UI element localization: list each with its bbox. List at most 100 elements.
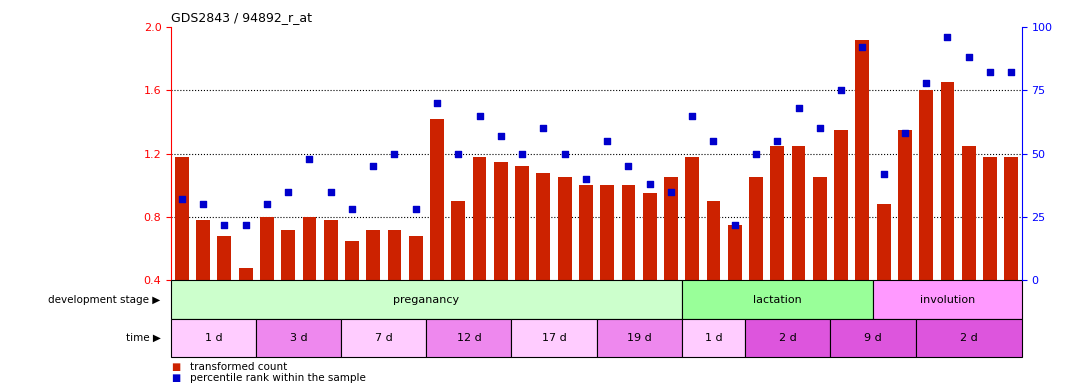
Text: development stage ▶: development stage ▶ — [48, 295, 160, 305]
Bar — [597, 319, 682, 357]
Bar — [430, 119, 444, 280]
Bar — [706, 201, 720, 280]
Point — [854, 44, 871, 50]
Point — [897, 130, 914, 136]
Point — [768, 138, 785, 144]
Point — [641, 181, 658, 187]
Point — [238, 222, 255, 228]
Text: 3 d: 3 d — [290, 333, 307, 343]
Bar — [622, 185, 636, 280]
Bar — [196, 220, 210, 280]
Bar — [792, 146, 806, 280]
Point — [173, 196, 190, 202]
Bar — [728, 225, 742, 280]
Point — [918, 79, 935, 86]
Point — [598, 138, 615, 144]
Bar — [600, 185, 614, 280]
Bar — [746, 319, 830, 357]
Bar — [1005, 157, 1019, 280]
Point — [492, 133, 509, 139]
Point — [343, 206, 361, 212]
Bar — [579, 185, 593, 280]
Bar — [303, 217, 317, 280]
Bar — [171, 319, 257, 357]
Bar — [941, 82, 954, 280]
Bar — [682, 280, 873, 319]
Text: preganancy: preganancy — [394, 295, 459, 305]
Text: transformed count: transformed count — [190, 362, 288, 372]
Text: ■: ■ — [171, 373, 181, 383]
Text: 7 d: 7 d — [374, 333, 393, 343]
Text: 17 d: 17 d — [541, 333, 566, 343]
Bar — [426, 319, 511, 357]
Point — [790, 105, 807, 111]
Point — [408, 206, 425, 212]
Bar — [345, 241, 358, 280]
Bar — [898, 130, 912, 280]
Bar — [366, 230, 380, 280]
Bar — [171, 280, 682, 319]
Point — [981, 70, 998, 76]
Bar — [749, 177, 763, 280]
Bar — [174, 157, 188, 280]
Bar — [962, 146, 976, 280]
Text: 1 d: 1 d — [205, 333, 223, 343]
Point — [748, 151, 765, 157]
Bar — [260, 217, 274, 280]
Text: ■: ■ — [171, 362, 181, 372]
Bar — [515, 166, 529, 280]
Text: 2 d: 2 d — [960, 333, 978, 343]
Bar — [494, 162, 508, 280]
Point — [875, 171, 892, 177]
Bar — [536, 173, 550, 280]
Point — [258, 201, 275, 207]
Bar — [770, 146, 784, 280]
Bar — [983, 157, 997, 280]
Point — [365, 163, 382, 169]
Text: 9 d: 9 d — [865, 333, 882, 343]
Bar — [324, 220, 338, 280]
Bar — [643, 193, 657, 280]
Point — [620, 163, 637, 169]
Point — [684, 113, 701, 119]
Bar — [664, 177, 678, 280]
Bar — [682, 319, 746, 357]
Point — [938, 34, 956, 40]
Point — [556, 151, 574, 157]
Point — [195, 201, 212, 207]
Text: 2 d: 2 d — [779, 333, 797, 343]
Bar — [257, 319, 341, 357]
Bar — [217, 236, 231, 280]
Bar — [876, 204, 890, 280]
Bar — [473, 157, 487, 280]
Text: lactation: lactation — [753, 295, 801, 305]
Bar — [239, 268, 253, 280]
Text: percentile rank within the sample: percentile rank within the sample — [190, 373, 366, 383]
Text: GDS2843 / 94892_r_at: GDS2843 / 94892_r_at — [171, 11, 312, 24]
Point — [705, 138, 722, 144]
Text: 12 d: 12 d — [457, 333, 482, 343]
Bar — [452, 201, 465, 280]
Bar — [557, 177, 571, 280]
Bar — [835, 130, 849, 280]
Text: 19 d: 19 d — [627, 333, 652, 343]
Point — [301, 156, 318, 162]
Bar — [511, 319, 597, 357]
Point — [322, 189, 339, 195]
Point — [832, 87, 850, 93]
Point — [514, 151, 531, 157]
Point — [727, 222, 744, 228]
Bar — [919, 90, 933, 280]
Point — [428, 100, 445, 106]
Text: time ▶: time ▶ — [125, 333, 160, 343]
Bar — [387, 230, 401, 280]
Text: 1 d: 1 d — [705, 333, 722, 343]
Bar — [409, 236, 423, 280]
Point — [449, 151, 467, 157]
Point — [471, 113, 488, 119]
Point — [662, 189, 679, 195]
Point — [811, 125, 828, 131]
Bar — [855, 40, 869, 280]
Bar — [916, 319, 1022, 357]
Bar — [830, 319, 916, 357]
